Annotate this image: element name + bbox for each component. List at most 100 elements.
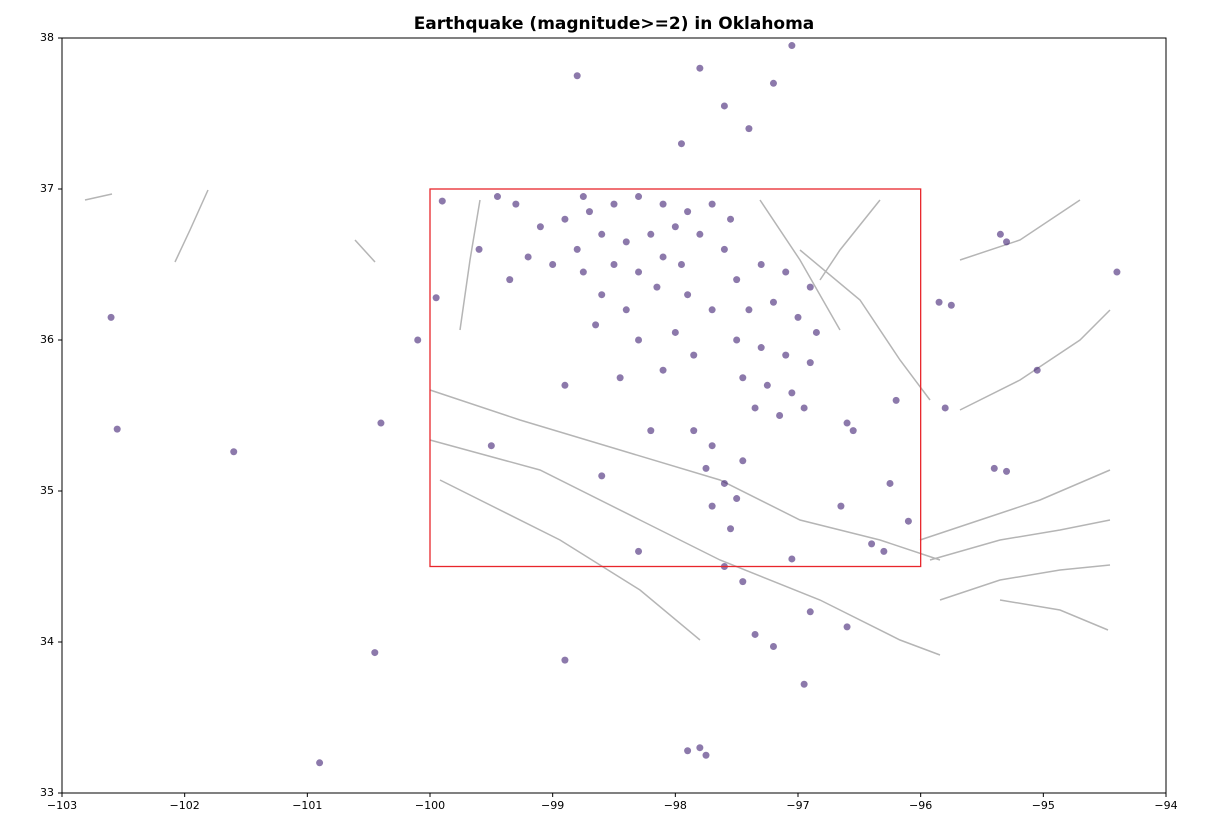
point [549,261,557,268]
fault [799,249,931,401]
point [868,540,876,548]
point [677,140,685,148]
point [812,328,820,336]
point [438,197,446,205]
point [794,313,802,321]
point [561,656,569,664]
point [708,502,716,510]
point [512,200,520,208]
point [904,517,912,525]
point [536,223,544,231]
point [990,464,998,472]
point [647,427,655,435]
point [745,306,753,314]
point [635,547,643,555]
point [690,351,698,359]
point [598,230,606,238]
point [684,291,692,299]
point [573,72,581,80]
point [800,680,808,688]
point [739,374,747,382]
point [782,351,790,359]
point [506,276,514,284]
point [579,193,587,201]
point [616,374,624,382]
point [573,245,581,253]
point [622,306,630,314]
point [561,381,569,389]
point [806,359,814,367]
region-box [429,188,922,568]
point [487,442,495,450]
point [493,193,501,201]
point [592,321,600,329]
point [708,306,716,314]
point [806,283,814,291]
point [788,555,796,563]
point [684,208,692,216]
point [659,253,667,261]
point [647,230,655,238]
x-tick-label: −102 [170,799,200,812]
fault [929,519,1111,561]
point [727,215,735,223]
x-tick-label: −98 [664,799,687,812]
point [941,404,949,412]
fault [429,439,941,656]
point [782,268,790,276]
x-tick-label: −95 [1032,799,1055,812]
point [739,457,747,465]
point [788,389,796,397]
point [635,268,643,276]
point [733,495,741,503]
point [696,64,704,72]
point [113,425,121,433]
point [720,245,728,253]
fault [759,199,841,331]
point [659,200,667,208]
point [316,759,324,767]
x-tick-label: −101 [292,799,322,812]
point [751,630,759,638]
fault-lines [84,189,1111,656]
point [702,751,710,759]
point [377,419,385,427]
fault [939,564,1111,601]
point [739,578,747,586]
point [690,427,698,435]
y-tick-label: 37 [40,182,54,195]
x-tick-label: −100 [415,799,445,812]
fault [919,469,1111,541]
fault [354,239,376,263]
point [769,79,777,87]
point [800,404,808,412]
point [622,238,630,246]
y-tick-label: 33 [40,786,54,799]
point [610,200,618,208]
point [653,283,661,291]
point [769,298,777,306]
point [720,479,728,487]
point [708,442,716,450]
point [475,245,483,253]
plot-frame [61,37,1167,794]
point [598,291,606,299]
point [696,744,704,752]
point [579,268,587,276]
point [947,301,955,309]
x-tick-label: −96 [909,799,932,812]
point [635,193,643,201]
fault [174,189,209,263]
point [1033,366,1041,374]
point [561,215,569,223]
point [776,412,784,419]
x-tick-label: −94 [1154,799,1177,812]
point [414,336,422,344]
point [751,404,759,412]
point [745,125,753,133]
y-tick-label: 34 [40,635,54,648]
point [843,419,851,427]
point [806,608,814,616]
